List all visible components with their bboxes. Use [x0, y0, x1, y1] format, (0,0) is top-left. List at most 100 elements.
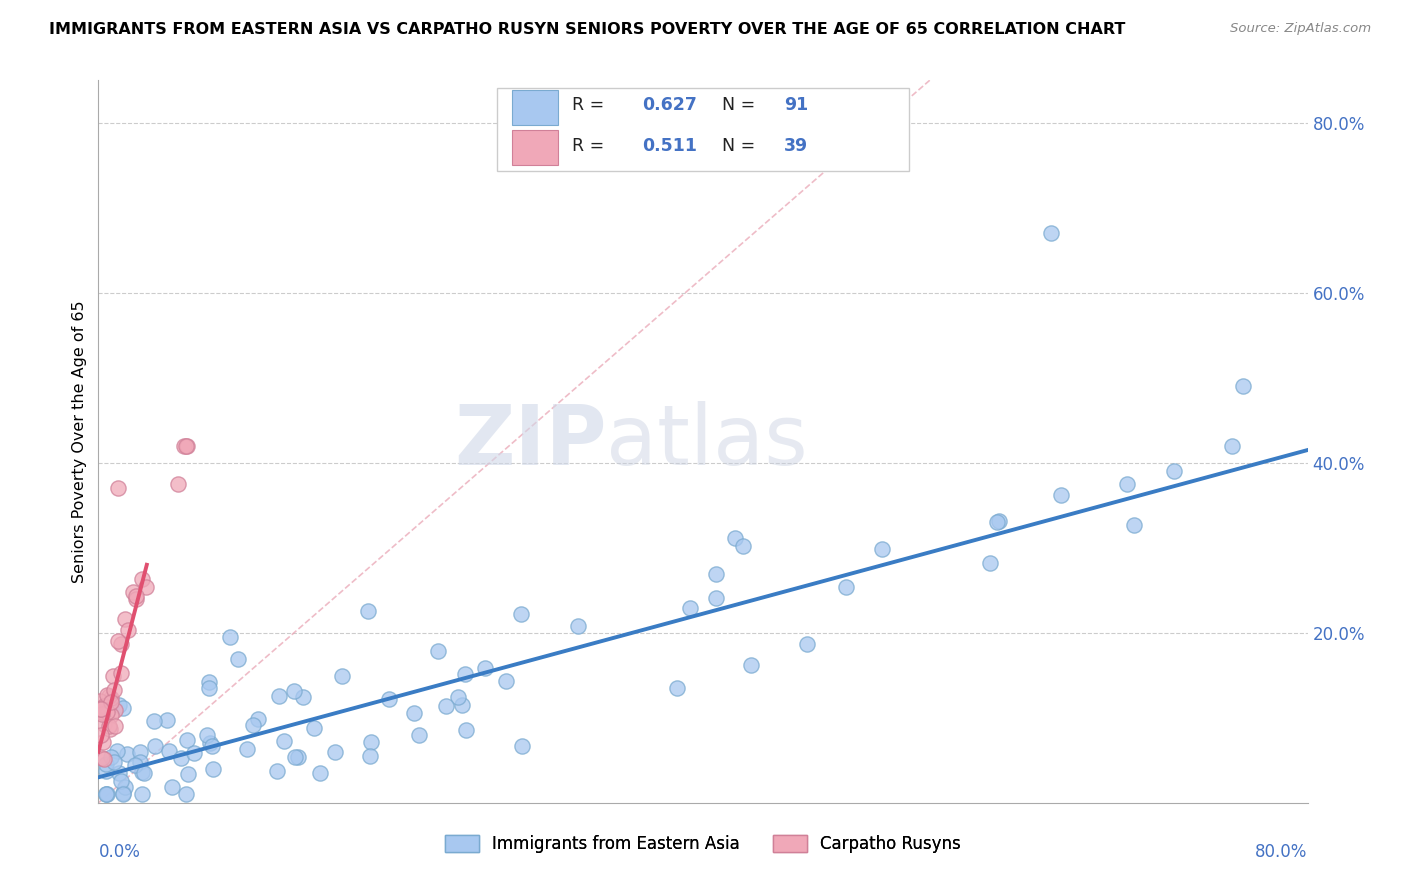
Point: [91, 735, 114, 749]
Text: 0.627: 0.627: [643, 96, 697, 114]
Point: [357, 604, 380, 618]
Point: [273, 733, 295, 747]
Text: N =: N =: [711, 136, 761, 154]
Point: [157, 744, 180, 758]
Point: [359, 748, 381, 763]
Point: [1039, 227, 1062, 241]
Point: [176, 733, 198, 747]
Point: [100, 708, 122, 723]
Point: [1222, 439, 1244, 453]
Point: [129, 755, 152, 769]
Point: [870, 541, 893, 556]
Point: [100, 749, 122, 764]
Point: [96, 689, 118, 703]
Point: [129, 745, 152, 759]
Point: [1163, 465, 1185, 479]
Point: [156, 713, 179, 727]
Point: [93, 717, 115, 731]
Point: [132, 766, 155, 780]
Point: [100, 722, 122, 736]
Point: [1116, 477, 1139, 491]
Point: [174, 787, 197, 801]
Point: [124, 757, 146, 772]
Point: [96, 787, 118, 801]
Point: [740, 658, 762, 673]
Point: [408, 728, 430, 742]
Point: [510, 739, 533, 754]
Point: [117, 623, 139, 637]
Point: [170, 751, 193, 765]
Point: [93, 752, 115, 766]
Point: [131, 765, 153, 780]
Point: [94, 787, 117, 801]
Point: [567, 619, 589, 633]
Point: [100, 691, 122, 706]
Point: [121, 585, 143, 599]
Point: [177, 767, 200, 781]
Point: [104, 719, 127, 733]
Point: [284, 750, 307, 764]
Point: [308, 766, 330, 780]
Point: [706, 567, 728, 582]
Point: [426, 644, 449, 658]
Text: IMMIGRANTS FROM EASTERN ASIA VS CARPATHO RUSYN SENIORS POVERTY OVER THE AGE OF 6: IMMIGRANTS FROM EASTERN ASIA VS CARPATHO…: [49, 22, 1126, 37]
Point: [117, 747, 139, 762]
Point: [447, 690, 470, 705]
Text: 80.0%: 80.0%: [1256, 843, 1308, 861]
Point: [330, 669, 353, 683]
Point: [198, 736, 221, 750]
Point: [246, 712, 269, 726]
Point: [89, 702, 111, 716]
Point: [1050, 487, 1073, 501]
Point: [304, 721, 326, 735]
Point: [104, 703, 127, 717]
Point: [89, 694, 111, 708]
Point: [454, 667, 477, 681]
Point: [90, 701, 112, 715]
FancyBboxPatch shape: [498, 87, 908, 170]
Point: [509, 607, 531, 621]
Point: [160, 780, 183, 794]
Point: [94, 757, 117, 772]
Point: [796, 637, 818, 651]
Point: [97, 689, 120, 703]
Point: [226, 652, 249, 666]
Point: [125, 589, 148, 603]
Point: [988, 514, 1011, 528]
Text: 0.511: 0.511: [643, 136, 697, 154]
Point: [167, 477, 190, 491]
Point: [665, 681, 688, 695]
Point: [96, 705, 118, 719]
Point: [323, 745, 346, 759]
Point: [90, 728, 112, 742]
Text: 39: 39: [785, 136, 808, 154]
Point: [114, 780, 136, 794]
Point: [183, 746, 205, 760]
Point: [402, 706, 425, 720]
Point: [176, 439, 198, 453]
Point: [114, 612, 136, 626]
Point: [456, 723, 478, 737]
Point: [986, 516, 1008, 530]
Point: [287, 750, 309, 764]
Point: [112, 787, 135, 801]
Point: [292, 690, 315, 704]
Point: [94, 764, 117, 779]
Point: [236, 742, 259, 756]
Y-axis label: Seniors Poverty Over the Age of 65: Seniors Poverty Over the Age of 65: [72, 301, 87, 582]
FancyBboxPatch shape: [512, 130, 558, 165]
Point: [90, 705, 112, 719]
Point: [474, 661, 496, 675]
Text: 91: 91: [785, 96, 808, 114]
Point: [110, 774, 132, 789]
Point: [105, 743, 128, 757]
Legend: Immigrants from Eastern Asia, Carpatho Rusyns: Immigrants from Eastern Asia, Carpatho R…: [439, 828, 967, 860]
Point: [90, 705, 112, 719]
Point: [704, 591, 727, 605]
Point: [111, 701, 134, 715]
Text: N =: N =: [711, 96, 761, 114]
Point: [1232, 379, 1254, 393]
Point: [91, 751, 114, 765]
Point: [143, 739, 166, 754]
Point: [108, 766, 131, 780]
